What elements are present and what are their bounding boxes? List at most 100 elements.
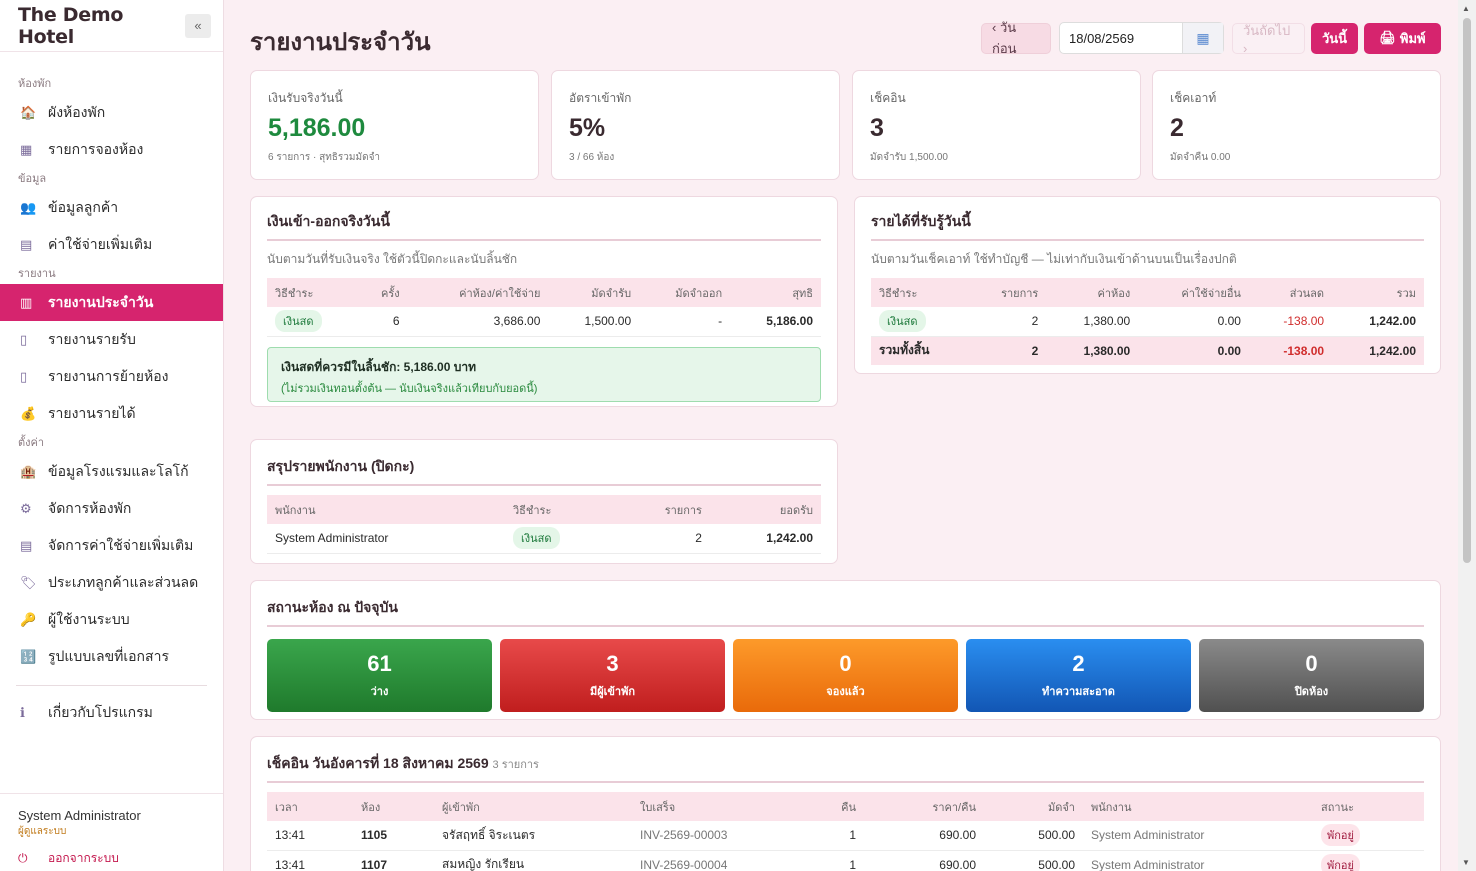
today-button[interactable]: วันนี้	[1311, 22, 1358, 54]
panel-note: นับตามวันเช็คเอาท์ ใช้ทำบัญชี — ไม่เท่าก…	[871, 252, 1237, 266]
column-header: ใบเสร็จ	[632, 792, 802, 821]
tag-icon: 🏷	[20, 574, 37, 590]
nav-users[interactable]: 🔑 ผู้ใช้งานระบบ	[0, 601, 223, 638]
cell[interactable]: INV-2569-00004	[632, 850, 802, 871]
stat-label: เช็คอิน	[870, 91, 906, 105]
column-header: วิธีชำระ	[505, 495, 616, 524]
date-toolbar: ‹ วันก่อน ▦ วันถัดไป › วันนี้ 🖨พิมพ์	[981, 20, 1441, 56]
stat-sub: มัดจำรับ 1,500.00	[870, 152, 948, 163]
nav-extra-charges[interactable]: ▤ ค่าใช้จ่ายเพิ่มเติม	[0, 226, 223, 263]
stat-label: เงินรับจริงวันนี้	[268, 91, 343, 105]
user-area: System Administrator ผู้ดูแลระบบ ⏻ ออกจาก…	[0, 793, 223, 871]
table-header-row: วิธีชำระ ครั้ง ค่าห้อง/ค่าใช้จ่าย มัดจำร…	[267, 278, 821, 307]
cell: 1,242.00	[1332, 336, 1424, 365]
cell: 5,186.00	[730, 307, 821, 337]
stat-card-checkout: เช็คเอาท์ 2 มัดจำคืน 0.00	[1152, 70, 1441, 180]
column-header: มัดจำออก	[639, 278, 731, 307]
print-button[interactable]: 🖨 พิมพ์	[1364, 22, 1441, 54]
panel-title: สรุปรายพนักงาน (ปิดกะ)	[267, 456, 821, 486]
nav-manage-rooms[interactable]: ⚙ จัดการห้องพัก	[0, 490, 223, 527]
cell: 13:41	[267, 850, 353, 871]
cell: พักอยู่	[1313, 821, 1424, 851]
calendar-icon[interactable]: ▦	[1182, 23, 1223, 53]
key-icon: 🔑	[20, 611, 37, 627]
nav-label: ผู้ใช้งานระบบ	[48, 610, 130, 627]
document-icon: ▯	[20, 331, 28, 347]
building-icon: 🏨	[20, 463, 37, 479]
stat-value: 5,186.00	[268, 114, 366, 142]
tile-label: ทำความสะอาด	[1042, 686, 1115, 698]
nav-revenue-report[interactable]: 💰 รายงานรายได้	[0, 395, 223, 432]
nav-label: จัดการห้องพัก	[48, 499, 132, 516]
cell[interactable]: INV-2569-00003	[632, 821, 802, 851]
cell: สมหญิง รักเรียน	[434, 850, 632, 871]
brand-header: The Demo Hotel «	[0, 0, 223, 52]
nav-doc-numbers[interactable]: 🔢 รูปแบบเลขที่เอกสาร	[0, 638, 223, 675]
cell: 1,380.00	[1046, 307, 1139, 337]
info-icon: ℹ	[20, 704, 25, 720]
cell: -138.00	[1248, 307, 1333, 337]
cell: System Administrator	[1083, 821, 1313, 851]
status-tile-reserved[interactable]: 0 จองแล้ว	[733, 639, 958, 712]
column-header: ค่าห้อง/ค่าใช้จ่าย	[407, 278, 549, 307]
stat-sub: 3 / 66 ห้อง	[569, 152, 615, 163]
collapse-sidebar-button[interactable]: «	[185, 13, 211, 38]
nav-manage-charges[interactable]: ▤ จัดการค่าใช้จ่ายเพิ่มเติม	[0, 527, 223, 564]
nav-bookings[interactable]: ▦ รายการจองห้อง	[0, 131, 223, 168]
next-day-button[interactable]: วันถัดไป ›	[1232, 22, 1305, 56]
receipt-icon: ▤	[20, 537, 33, 553]
table-row[interactable]: 13:41 1105 จรัสฤทธิ์ จิระเนตร INV-2569-0…	[267, 821, 1424, 851]
scrollbar-thumb[interactable]	[1463, 18, 1471, 563]
nav-customer-types[interactable]: 🏷 ประเภทลูกค้าและส่วนลด	[0, 564, 223, 601]
status-tile-cleaning[interactable]: 2 ทำความสะอาด	[966, 639, 1191, 712]
nav-room-map[interactable]: 🏠 ผังห้องพัก	[0, 94, 223, 131]
tile-label: ปิดห้อง	[1294, 686, 1329, 698]
gear-icon: ⚙	[20, 500, 32, 516]
hotel-name: The Demo Hotel	[18, 3, 124, 48]
tile-label: ว่าง	[370, 686, 389, 698]
nav-label: ประเภทลูกค้าและส่วนลด	[48, 573, 199, 590]
status-tile-occupied[interactable]: 3 มีผู้เข้าพัก	[500, 639, 725, 712]
table-header-row: วิธีชำระ รายการ ค่าห้อง ค่าใช้จ่ายอื่น ส…	[871, 278, 1424, 307]
column-header: พนักงาน	[267, 495, 505, 524]
scroll-up-arrow-icon[interactable]: ▲	[1462, 4, 1470, 13]
column-header: มัดจำรับ	[548, 278, 640, 307]
column-header: ครั้ง	[357, 278, 408, 307]
cash-drawer-note: (ไม่รวมเงินทอนตั้งต้น — นับเงินจริงแล้วเ…	[281, 382, 538, 395]
status-badge: พักอยู่	[1321, 824, 1360, 847]
users-icon: 👥	[20, 199, 37, 215]
panel-title: เงินเข้า-ออกจริงวันนี้	[267, 211, 821, 241]
section-rooms: ห้องพัก	[18, 78, 52, 90]
sidebar: The Demo Hotel « ห้องพัก 🏠 ผังห้องพัก ▦ รา…	[0, 0, 224, 871]
nav-about[interactable]: ℹ เกี่ยวกับโปรแกรม	[0, 694, 223, 731]
tile-count: 0	[1305, 651, 1318, 676]
nav-room-moves-report[interactable]: ▯ รายงานการย้ายห้อง	[0, 358, 223, 395]
nav-daily-report[interactable]: ▥ รายงานประจำวัน	[0, 284, 223, 321]
table-header-row: เวลา ห้อง ผู้เข้าพัก ใบเสร็จ คืน ราคา/คื…	[267, 792, 1424, 821]
status-tile-vacant[interactable]: 61 ว่าง	[267, 639, 492, 712]
logout-button[interactable]: ⏻ ออกจากระบบ	[18, 849, 205, 868]
stat-label: อัตราเข้าพัก	[569, 91, 632, 105]
nav-receipts-report[interactable]: ▯ รายงานรายรับ	[0, 321, 223, 358]
previous-day-button[interactable]: ‹ วันก่อน	[981, 20, 1051, 56]
nav-label: รายงานการย้ายห้อง	[48, 367, 169, 384]
nav-hotel-info[interactable]: 🏨 ข้อมูลโรงแรมและโลโก้	[0, 453, 223, 490]
document-icon: ▯	[20, 368, 28, 384]
nav-label: รายการจองห้อง	[48, 140, 144, 157]
cell: 2	[615, 524, 710, 554]
status-tile-closed[interactable]: 0 ปิดห้อง	[1199, 639, 1424, 712]
date-input[interactable]	[1060, 23, 1182, 53]
nav-label: รายงานรายรับ	[48, 330, 136, 347]
nav-customers[interactable]: 👥 ข้อมูลลูกค้า	[0, 189, 223, 226]
tile-count: 61	[367, 651, 392, 676]
scroll-down-arrow-icon[interactable]: ▼	[1462, 858, 1470, 867]
stat-value: 3	[870, 114, 884, 142]
column-header: ส่วนลด	[1248, 278, 1333, 307]
printer-icon: 🖨	[1379, 30, 1396, 45]
column-header: ราคา/คืน	[864, 792, 984, 821]
logout-label: ออกจากระบบ	[48, 851, 119, 865]
table-row[interactable]: 13:41 1107 สมหญิง รักเรียน INV-2569-0000…	[267, 850, 1424, 871]
cell: เงินสด	[267, 307, 358, 337]
staff-table: พนักงาน วิธีชำระ รายการ ยอดรับ System Ad…	[267, 495, 821, 554]
vertical-scrollbar[interactable]: ▲ ▼	[1458, 0, 1476, 871]
